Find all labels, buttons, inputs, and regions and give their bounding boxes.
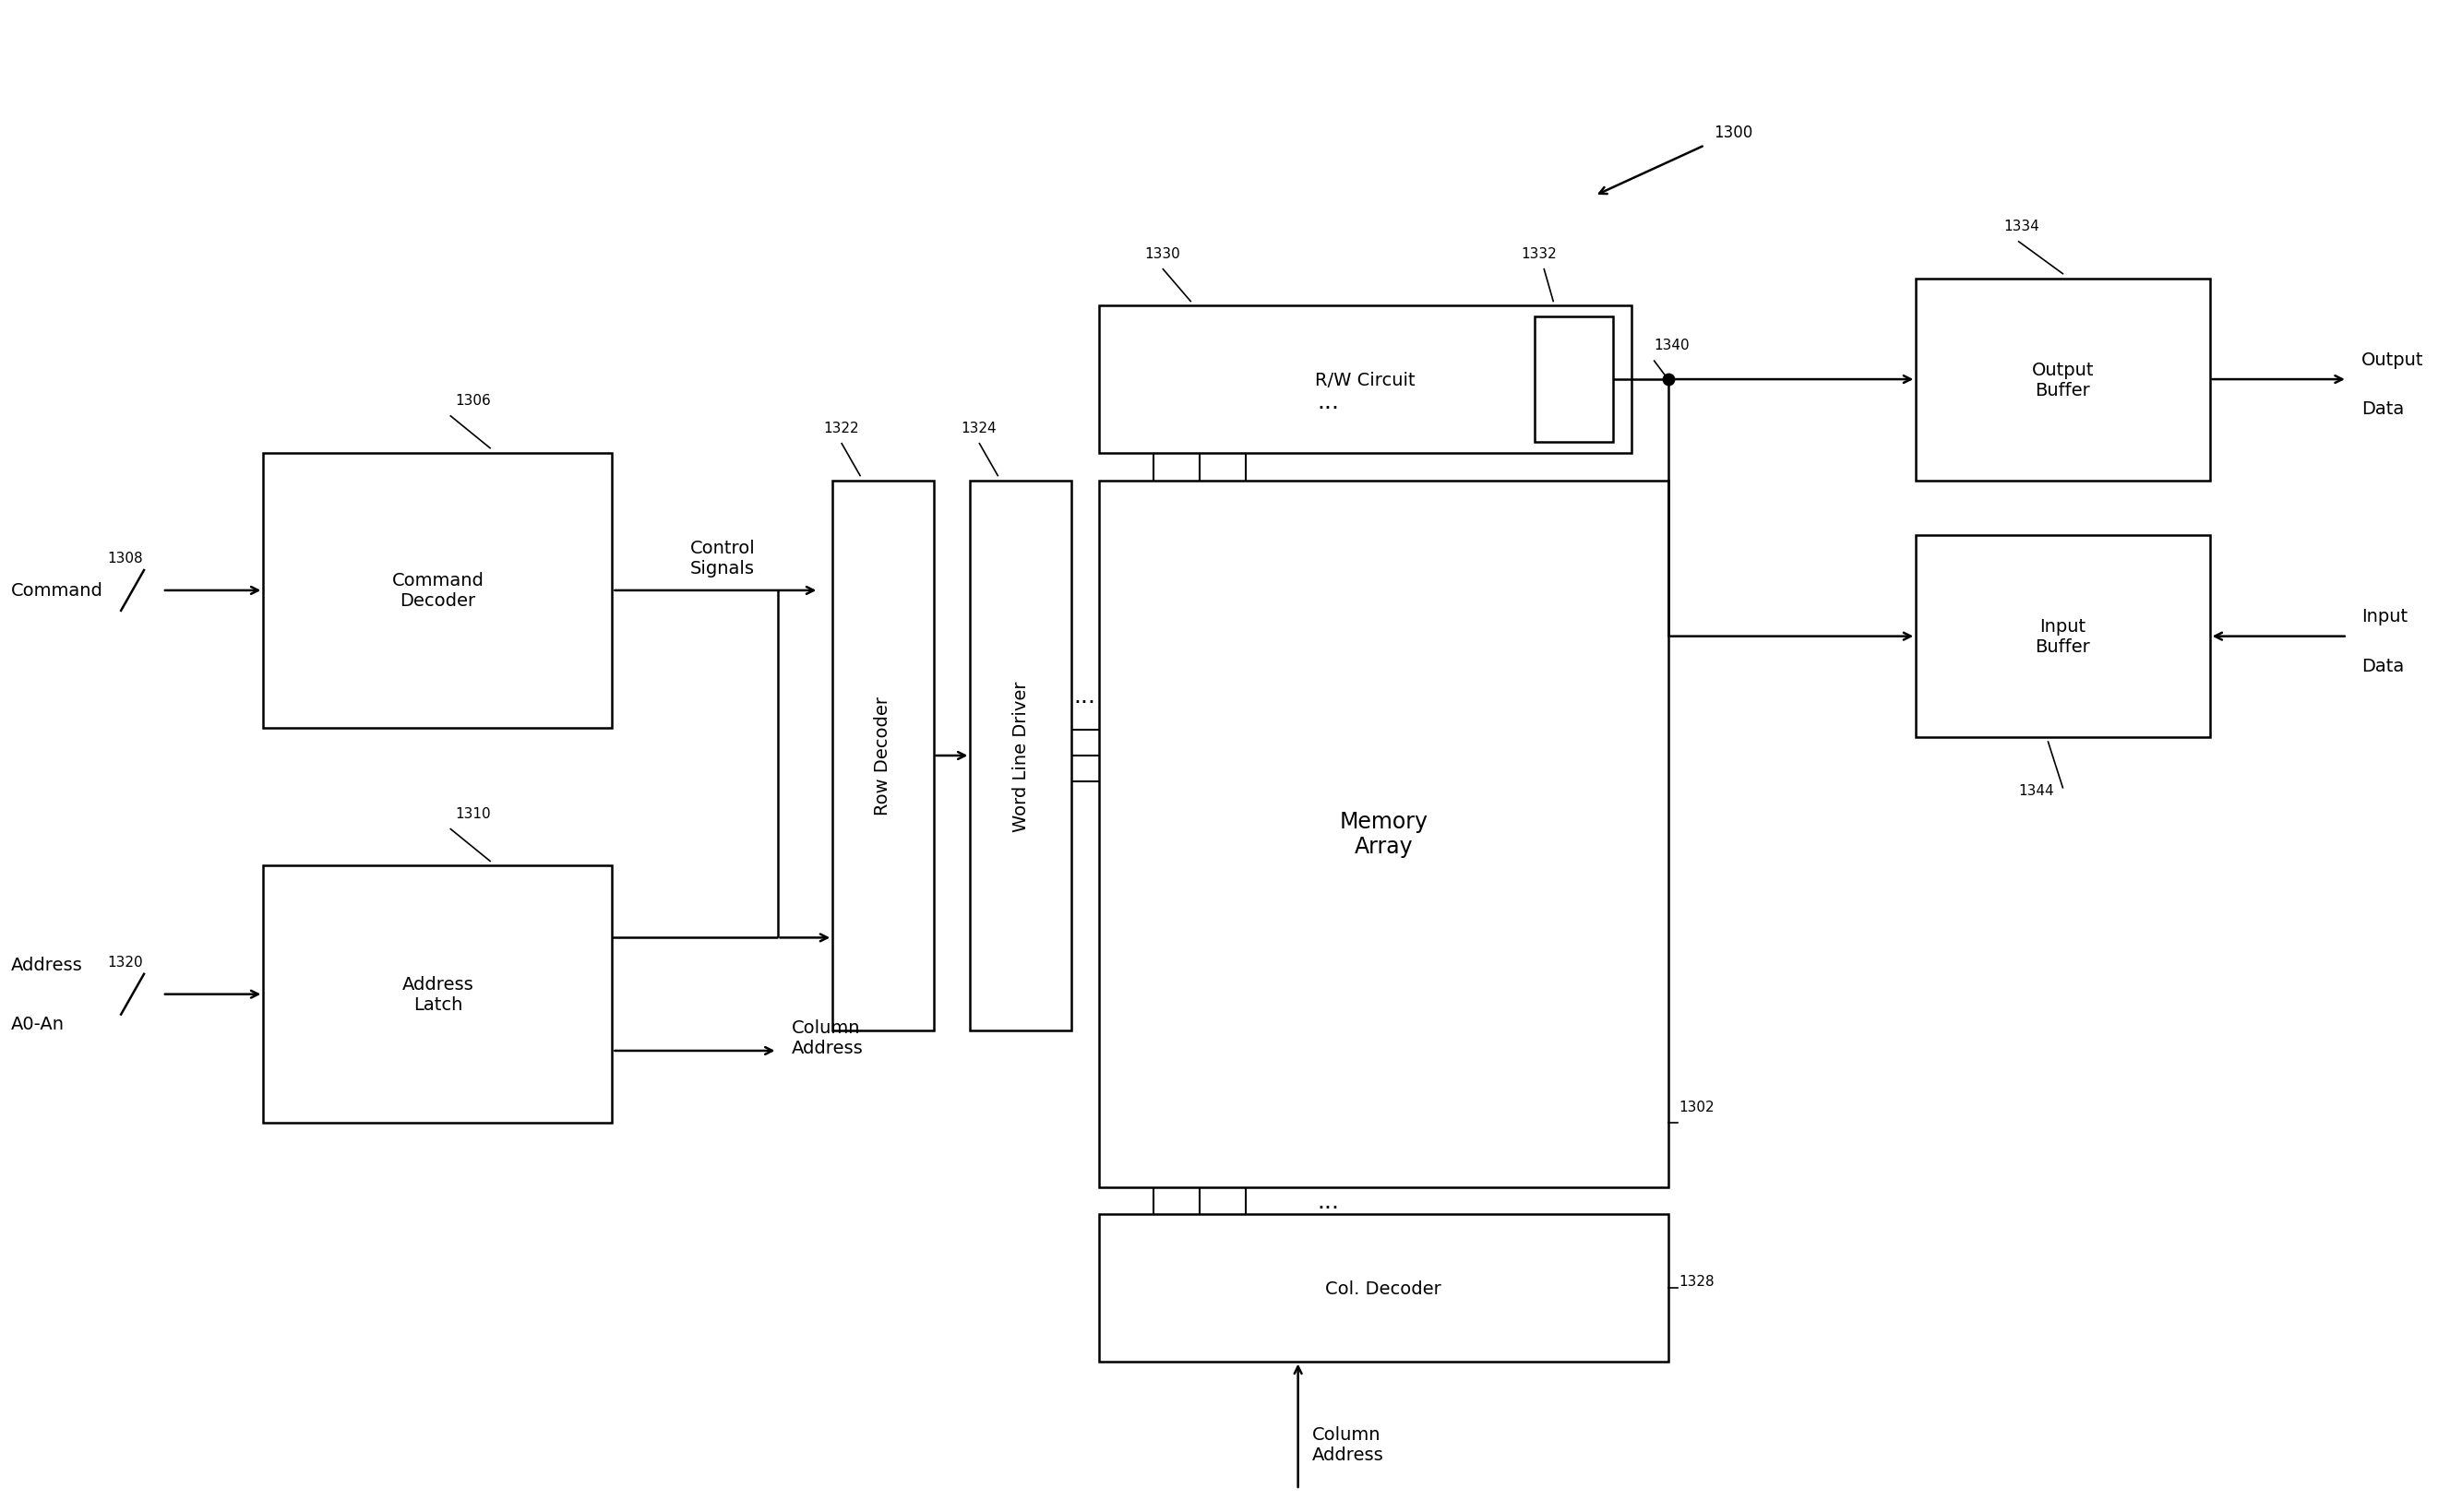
Text: Address: Address <box>10 957 84 974</box>
Text: Data: Data <box>2361 401 2403 417</box>
Text: Memory
Array: Memory Array <box>1339 810 1428 857</box>
Text: 1302: 1302 <box>1679 1099 1714 1114</box>
Text: 1300: 1300 <box>1714 125 1753 142</box>
Text: Col. Decoder: Col. Decoder <box>1325 1279 1440 1297</box>
Text: Command
Decoder: Command Decoder <box>391 572 485 609</box>
Text: Input
Buffer: Input Buffer <box>2036 618 2090 656</box>
Text: Input: Input <box>2361 608 2408 626</box>
FancyBboxPatch shape <box>263 454 613 729</box>
Text: 1334: 1334 <box>2004 219 2041 233</box>
Text: Column
Address: Column Address <box>1312 1424 1384 1462</box>
Text: 1308: 1308 <box>108 552 143 565</box>
Text: 1306: 1306 <box>455 393 490 407</box>
Text: 1328: 1328 <box>1679 1275 1714 1288</box>
Text: Control
Signals: Control Signals <box>689 540 756 578</box>
Text: Row Decoder: Row Decoder <box>874 697 891 815</box>
FancyBboxPatch shape <box>1098 1214 1669 1361</box>
Text: 1324: 1324 <box>960 422 997 435</box>
FancyBboxPatch shape <box>970 481 1071 1031</box>
Text: ...: ... <box>1317 392 1339 413</box>
Text: Column
Address: Column Address <box>790 1019 864 1057</box>
Text: Data: Data <box>2361 658 2403 674</box>
Text: 1330: 1330 <box>1145 246 1179 260</box>
Text: 1320: 1320 <box>108 956 143 969</box>
FancyBboxPatch shape <box>1534 318 1613 443</box>
Text: Command: Command <box>10 582 103 600</box>
Text: Address
Latch: Address Latch <box>401 975 473 1013</box>
Text: 1310: 1310 <box>455 806 490 820</box>
FancyBboxPatch shape <box>1915 535 2211 738</box>
Text: 1344: 1344 <box>2019 783 2053 797</box>
Text: R/W Circuit: R/W Circuit <box>1315 370 1416 389</box>
FancyBboxPatch shape <box>263 866 613 1123</box>
Text: 1322: 1322 <box>822 422 859 435</box>
FancyBboxPatch shape <box>1098 481 1669 1187</box>
Text: 1340: 1340 <box>1654 339 1689 352</box>
Text: Word Line Driver: Word Line Driver <box>1012 680 1029 832</box>
FancyBboxPatch shape <box>1098 307 1632 454</box>
Text: Output
Buffer: Output Buffer <box>2031 361 2095 399</box>
FancyBboxPatch shape <box>1915 280 2211 481</box>
Text: ...: ... <box>1073 685 1096 708</box>
Text: 1332: 1332 <box>1522 246 1556 260</box>
Text: Output: Output <box>2361 351 2423 369</box>
FancyBboxPatch shape <box>832 481 933 1031</box>
Text: A0-An: A0-An <box>10 1015 64 1033</box>
Text: ...: ... <box>1317 1190 1339 1213</box>
